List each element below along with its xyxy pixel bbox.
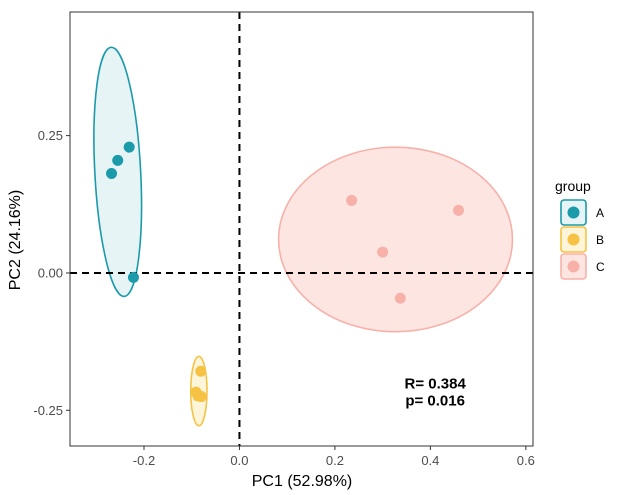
point-b-4 <box>195 391 207 403</box>
annotation-r: R= 0.384 <box>405 375 467 392</box>
legend-dot-c <box>567 260 580 273</box>
point-c-4 <box>394 292 406 304</box>
point-c-2 <box>453 204 465 216</box>
annotation-layer: R= 0.384 p= 0.016 <box>405 375 467 409</box>
legend-label-c: C <box>596 260 605 274</box>
point-a-1 <box>106 168 118 180</box>
legend-title: group <box>555 178 591 194</box>
legend-dot-b <box>567 233 580 246</box>
point-c-1 <box>346 194 358 206</box>
x-tick-label: 0.2 <box>326 453 344 468</box>
legend-label-b: B <box>596 233 604 247</box>
annotation-p: p= 0.016 <box>405 392 465 409</box>
point-a-2 <box>112 154 124 166</box>
x-tick-label: 0.0 <box>230 453 248 468</box>
axis-ticks: -0.2 0.0 0.2 0.4 0.6 -0.25 0.00 0.25 <box>33 128 535 468</box>
y-axis-title: PC2 (24.16%) <box>7 190 24 291</box>
x-tick-label: 0.4 <box>421 453 439 468</box>
x-tick-label: 0.6 <box>517 453 535 468</box>
points-layer <box>106 141 465 403</box>
point-b-1 <box>195 365 207 377</box>
x-tick-label: -0.2 <box>133 453 155 468</box>
legend-label-a: A <box>596 206 604 220</box>
reference-lines <box>70 12 533 446</box>
ellipse-group-c <box>277 146 514 333</box>
point-a-4 <box>127 271 139 283</box>
legend-dot-a <box>567 206 580 219</box>
ellipse-group-a <box>93 46 143 298</box>
y-tick-label: 0.25 <box>38 128 63 143</box>
y-tick-label: 0.00 <box>38 265 63 280</box>
plot-panel-border <box>69 11 534 447</box>
ellipse-layer <box>93 46 514 427</box>
x-axis-title: PC1 (52.98%) <box>252 473 353 490</box>
y-tick-label: -0.25 <box>33 403 63 418</box>
point-c-3 <box>377 246 389 258</box>
point-a-3 <box>123 141 135 153</box>
legend: group ABC <box>555 178 605 280</box>
